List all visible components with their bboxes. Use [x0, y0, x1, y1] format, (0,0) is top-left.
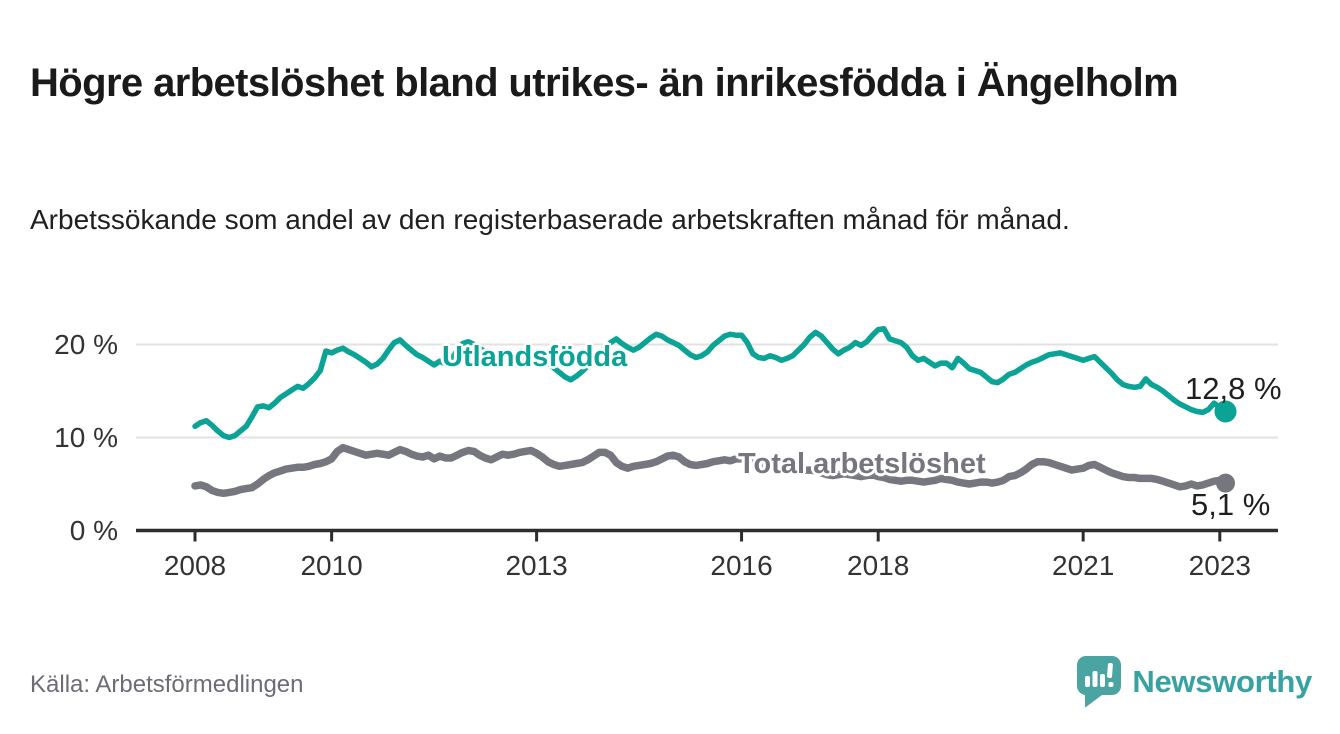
x-tick-label: 2021 — [1052, 550, 1115, 581]
x-tick-label: 2018 — [847, 550, 910, 581]
series-label-total-arbetsloshet: Total arbetslöshet — [738, 448, 986, 480]
y-tick-label: 10 % — [54, 421, 118, 453]
x-tick-label: 2008 — [163, 550, 227, 581]
x-tick-label: 2016 — [710, 550, 773, 581]
x-tick-label: 2013 — [505, 550, 568, 581]
page-title: Högre arbetslöshet bland utrikes- än inr… — [30, 60, 1179, 105]
y-tick-label: 20 % — [54, 328, 118, 360]
y-tick-label: 0 % — [69, 514, 118, 546]
series-end-dot-1 — [1216, 473, 1235, 493]
x-tick-label: 2010 — [300, 550, 363, 581]
series-line-1 — [191, 443, 1230, 498]
newsworthy-logo: Newsworthy — [1076, 655, 1312, 709]
series-label-utlandsfodda: Utlandsfödda — [442, 341, 628, 373]
chart-subtitle: Arbetssökande som andel av den registerb… — [30, 204, 1070, 235]
newsworthy-logo-icon — [1077, 656, 1122, 708]
source-note: Källa: Arbetsförmedlingen — [30, 671, 304, 698]
newsworthy-logo-text: Newsworthy — [1132, 664, 1312, 699]
series-line-0 — [192, 325, 1229, 441]
end-value-total-arbetsloshet: 5,1 % — [1191, 487, 1271, 522]
x-tick-label: 2023 — [1188, 550, 1251, 581]
series-end-dot-0 — [1214, 400, 1237, 423]
end-value-utlandsfodda: 12,8 % — [1185, 371, 1282, 406]
